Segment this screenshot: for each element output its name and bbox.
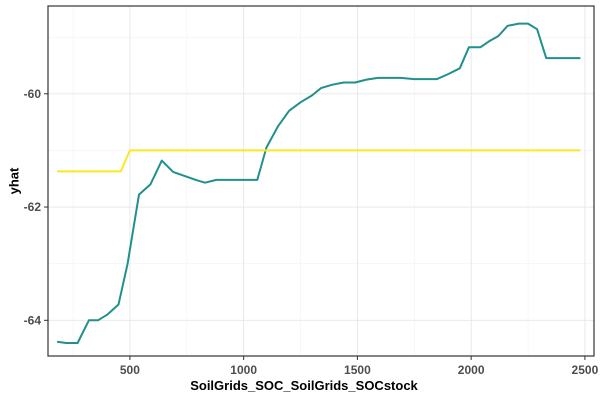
plot-panel-border	[47, 5, 595, 357]
ticks: 500 1000 1500 2000 2500 -64 -62 -60	[24, 87, 599, 377]
x-axis-title: SoilGrids_SOC_SoilGrids_SOCstock	[190, 378, 418, 393]
series-layer	[56, 22, 581, 344]
y-tick-label: -60	[24, 87, 42, 101]
x-tick-label: 2000	[458, 363, 485, 377]
x-tick-label: 2500	[572, 363, 599, 377]
y-axis-title: yhat	[7, 167, 22, 194]
x-tick-label: 500	[120, 363, 140, 377]
y-tick-label: -62	[24, 200, 42, 214]
series-line-1	[56, 22, 581, 344]
grid	[48, 6, 594, 356]
series-line-2	[57, 149, 581, 173]
y-tick-label: -64	[24, 313, 42, 327]
x-tick-label: 1500	[344, 363, 371, 377]
x-tick-label: 1000	[230, 363, 257, 377]
